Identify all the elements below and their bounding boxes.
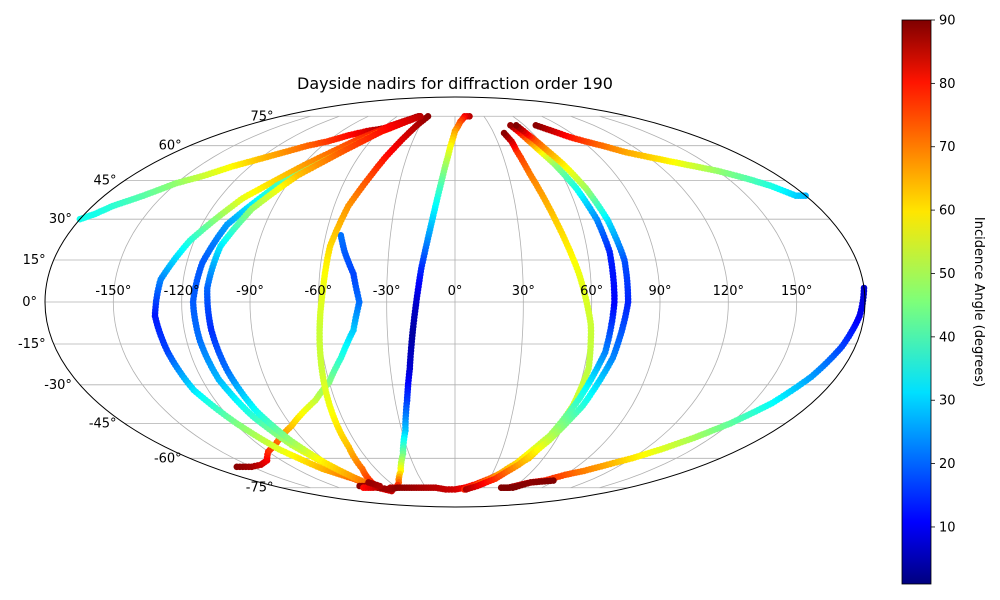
- data-point: [507, 122, 514, 129]
- data-point: [532, 122, 540, 129]
- colorbar-tick-label: 10: [939, 520, 956, 535]
- latitude-tick-label: 15°: [23, 253, 46, 268]
- latitude-tick-label: -45°: [89, 416, 117, 431]
- longitude-gridline: [112, 115, 311, 489]
- colorbar-tick-label: 40: [939, 330, 956, 345]
- data-points: [76, 113, 868, 495]
- latitude-tick-label: -75°: [246, 481, 274, 496]
- longitude-tick-label: 0°: [448, 284, 463, 299]
- longitude-tick-label: 90°: [648, 284, 671, 299]
- data-point: [365, 479, 372, 486]
- longitude-gridline: [181, 115, 340, 489]
- latitude-tick-labels: 75° 60° 45° 30° 15° 0° -15° -30° -45° -60° -75°: [18, 109, 274, 495]
- longitude-gridline: [483, 116, 524, 488]
- longitude-tick-label: 120°: [713, 284, 744, 299]
- colorbar-tick-label: 80: [939, 77, 956, 92]
- longitude-tick-label: -150°: [95, 284, 131, 299]
- latitude-tick-label: -15°: [18, 337, 46, 352]
- latitude-tick-label: 75°: [250, 109, 273, 124]
- graticule: [45, 115, 865, 489]
- colorbar-tick-label: 30: [939, 394, 956, 409]
- latitude-tick-label: 45°: [94, 174, 117, 189]
- longitude-tick-label: 60°: [580, 284, 603, 299]
- colorbar-gradient: [901, 19, 932, 585]
- latitude-tick-label: -30°: [44, 378, 72, 393]
- colorbar-tick-label: 50: [939, 267, 956, 282]
- colorbar-label: Incidence Angle (degrees): [971, 217, 986, 387]
- longitude-gridline: [541, 115, 661, 489]
- data-point: [550, 477, 557, 484]
- latitude-tick-label: 0°: [22, 295, 37, 310]
- longitude-tick-label: -120°: [164, 284, 200, 299]
- data-point: [337, 232, 345, 239]
- colorbar: 10 20 30 40 50 60 70 80 90 Incidence Angle (degr…: [901, 14, 986, 585]
- longitude-tick-labels: -150° -120° -90° -60° -30° 0° 30° 60° 90° 120° 150…: [95, 284, 812, 299]
- longitude-tick-label: 150°: [781, 284, 812, 299]
- data-point: [500, 129, 508, 137]
- colorbar-tick-label: 90: [939, 14, 956, 29]
- colorbar-tick-label: 20: [939, 457, 956, 472]
- colorbar-ticks: 10 20 30 40 50 60 70 80 90: [931, 14, 956, 535]
- longitude-tick-label: -90°: [236, 284, 264, 299]
- latitude-tick-label: 30°: [49, 212, 72, 227]
- colorbar-tick-label: 70: [939, 140, 956, 155]
- data-point: [512, 122, 520, 129]
- longitude-gridline: [570, 115, 729, 489]
- chart-title: Dayside nadirs for diffraction order 190: [297, 74, 613, 93]
- latitude-tick-label: -60°: [154, 451, 182, 466]
- latitude-tick-label: 60°: [159, 139, 182, 154]
- longitude-tick-label: -30°: [373, 284, 401, 299]
- map-boundary: [44, 96, 866, 508]
- longitude-tick-label: 30°: [512, 284, 535, 299]
- longitude-tick-label: -60°: [304, 284, 332, 299]
- colorbar-tick-label: 60: [939, 204, 956, 219]
